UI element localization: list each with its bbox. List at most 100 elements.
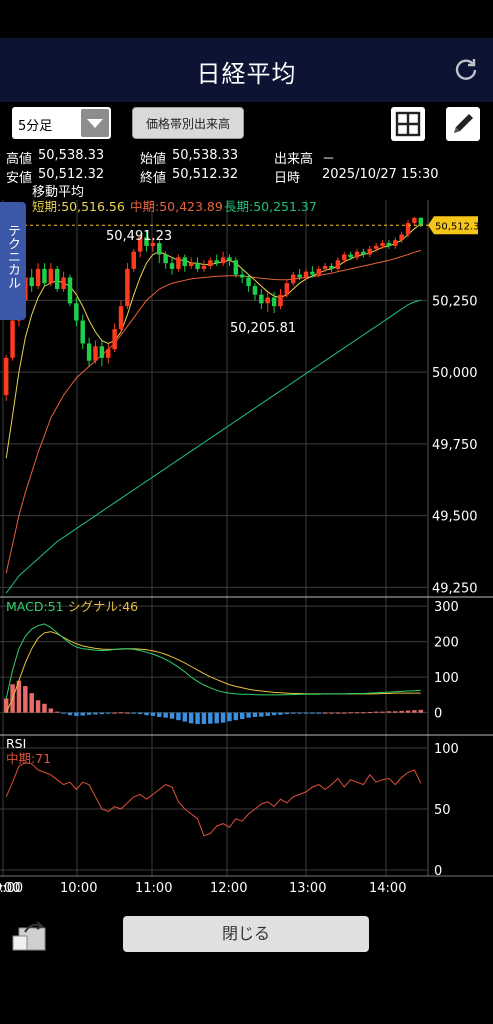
macd-histogram-bar [48, 708, 54, 713]
candle-body [163, 254, 168, 264]
price-tag-shape [428, 216, 478, 235]
price-info: 高値 50,538.33 始値 50,538.33 出来高 － 安値 50,51… [0, 146, 493, 186]
long-ma-line [5, 299, 421, 594]
technical-tab[interactable]: テクニカル [0, 202, 26, 320]
candle-body [386, 243, 392, 246]
candle-body [367, 248, 373, 255]
grid-icon [395, 111, 421, 137]
close-button[interactable]: 閉じる [123, 916, 369, 952]
rsi-legend: 中期:71 [6, 751, 51, 766]
long-ma-legend: 長期:50,251.37 [224, 199, 317, 214]
macd-histogram-bar [131, 712, 136, 714]
macd-histogram-bar [418, 709, 424, 713]
macd-tick-label: 0 [434, 707, 442, 722]
macd-histogram-bar [182, 712, 188, 722]
macd-histogram-bar [233, 712, 239, 721]
time-tick-label: 15:00 [0, 881, 20, 896]
technical-tab-label: テクニカル [5, 224, 20, 289]
macd-histogram-bar [271, 712, 277, 716]
rsi-line [5, 762, 422, 837]
candle-body [233, 260, 239, 275]
candle-body [412, 217, 417, 223]
candle-body [297, 274, 302, 278]
rotate-icon[interactable] [11, 918, 48, 952]
macd-histogram-bar [29, 693, 34, 713]
candle-body [252, 286, 258, 295]
low-value: 50,512.32 [38, 167, 105, 182]
macd-histogram-bar [61, 712, 66, 714]
rsi-tick-label: 50 [434, 803, 451, 818]
refresh-icon[interactable] [453, 56, 479, 82]
candle-body [284, 283, 290, 295]
macd-histogram-bar [163, 712, 168, 718]
macd-histogram-bar [201, 712, 207, 725]
macd-histogram-bar [342, 712, 347, 714]
volume-value: － [322, 152, 336, 167]
macd-tick-label: 100 [434, 671, 459, 686]
candle-body [246, 277, 251, 287]
candle-body [188, 263, 194, 266]
volume-profile-button[interactable]: 価格帯別出来高 [132, 107, 244, 139]
pencil-icon [454, 114, 473, 133]
macd-histogram-bar [214, 712, 219, 724]
macd-histogram-bar [380, 711, 385, 713]
price-tick-label: 49,500 [432, 510, 478, 525]
candle-body [373, 245, 379, 249]
macd-histogram-bar [35, 700, 41, 713]
macd-histogram-bar [208, 712, 213, 724]
macd-histogram-bar [354, 712, 360, 714]
layout-grid-button[interactable] [391, 107, 425, 141]
interval-select[interactable]: 5分足 [12, 107, 111, 139]
macd-histogram-bar [188, 712, 194, 724]
candle-body [35, 268, 41, 287]
candle-body [265, 297, 270, 304]
short-ma-line [5, 223, 422, 459]
candle-body [3, 357, 9, 396]
candle-body [393, 240, 398, 246]
candle-body [42, 268, 47, 284]
open-value: 50,538.33 [172, 148, 239, 163]
macd-histogram-bar [80, 712, 85, 716]
macd-histogram-bar [144, 712, 149, 716]
macd-histogram-bar [227, 712, 232, 722]
draw-button[interactable] [446, 107, 480, 141]
candle-body [195, 263, 200, 269]
time-tick-label: 12:00 [210, 881, 247, 896]
macd-histogram-bar [329, 712, 334, 714]
candle-body [316, 268, 321, 275]
candle-body [380, 243, 385, 246]
candle-body [329, 266, 334, 269]
candle-body [74, 303, 79, 321]
macd-tick-label: 300 [434, 600, 459, 615]
macd-histogram-bar [322, 712, 328, 714]
candle-body [10, 320, 15, 358]
candle-body [125, 268, 130, 307]
candle-body [86, 343, 92, 361]
macd-histogram-bar [284, 712, 290, 715]
macd-histogram-bar [239, 712, 245, 720]
time-tick-label: 9:00 [0, 881, 23, 896]
price-tick-label: 50,250 [432, 294, 478, 309]
candle-body [278, 294, 283, 307]
macd-histogram-bar [303, 712, 309, 714]
macd-histogram-bar [118, 712, 124, 714]
macd-histogram-bar [367, 711, 373, 713]
macd-histogram-bar [348, 712, 353, 714]
candle-body [342, 254, 347, 261]
candle-body [144, 237, 149, 246]
macd-histogram-bar [335, 712, 341, 714]
signal-line [5, 631, 421, 713]
chevron-down-icon [81, 109, 109, 137]
bottom-bar: 閉じる [0, 902, 493, 1024]
low-annotation: 50,205.81 [230, 321, 296, 336]
macd-histogram-bar [176, 712, 181, 721]
candle-body [291, 274, 296, 284]
chart-canvas[interactable]: 50,250 50,000 49,750 49,500 49,250 50,512.32 移… [0, 184, 493, 902]
candle-body [354, 251, 360, 258]
candle-body [99, 346, 105, 358]
macd-histogram-bar [23, 686, 28, 713]
macd-histogram-bar [106, 712, 111, 714]
candle-body [48, 268, 54, 284]
macd-histogram-bar [259, 712, 264, 717]
mid-ma-line [5, 250, 421, 574]
